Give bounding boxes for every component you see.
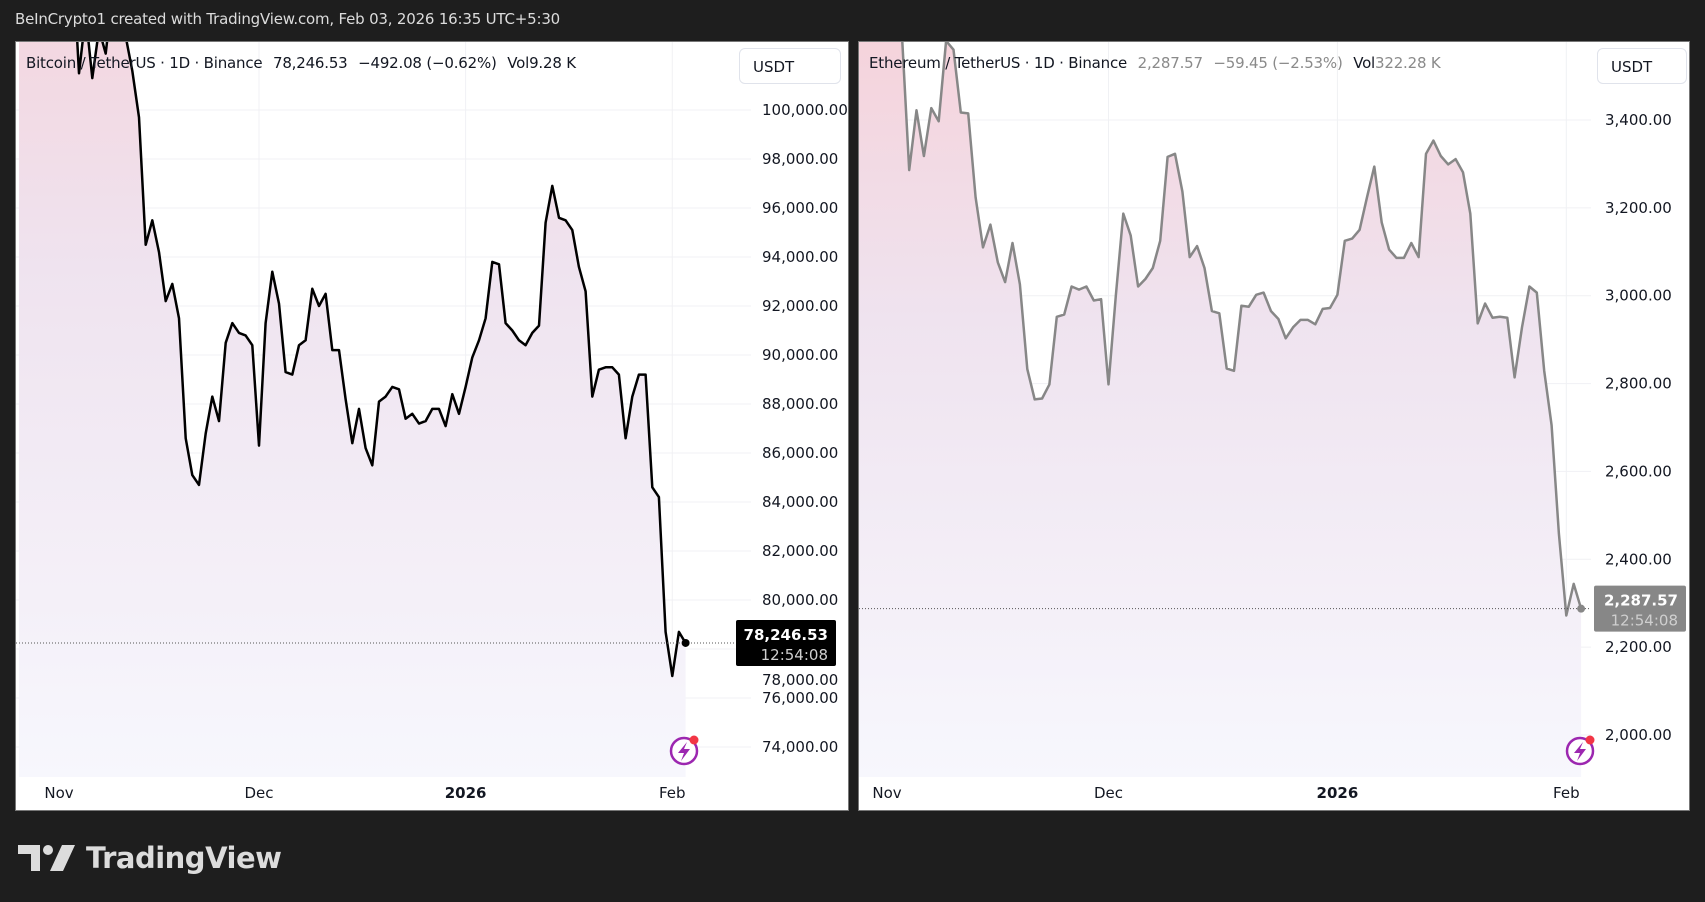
- volume-label: Vol: [1353, 54, 1376, 72]
- x-axis[interactable]: Nov Dec 2026 Feb: [872, 784, 1579, 802]
- x-tick-label: Feb: [659, 784, 686, 802]
- y-tick-label: 78,000.00: [762, 671, 838, 689]
- last-price-dot: [681, 638, 690, 647]
- y-tick-label: 92,000.00: [762, 297, 838, 315]
- chart-legend: Bitcoin / TetherUS · 1D · Binance 78,246…: [26, 54, 582, 72]
- last-price-value: 2,287.57: [1604, 592, 1678, 610]
- currency-button[interactable]: USDT: [739, 48, 841, 84]
- chart-legend: Ethereum / TetherUS · 1D · Binance 2,287…: [869, 54, 1447, 72]
- volume-value: 322.28 K: [1375, 54, 1441, 72]
- x-axis[interactable]: Nov Dec 2026 Feb: [44, 784, 685, 802]
- x-tick-label: Nov: [44, 784, 73, 802]
- tradingview-logo-icon: [18, 845, 75, 871]
- currency-button[interactable]: USDT: [1597, 48, 1687, 84]
- y-tick-label: 2,200.00: [1605, 638, 1672, 656]
- y-tick-label: 80,000.00: [762, 591, 838, 609]
- countdown: 12:54:08: [1611, 612, 1678, 630]
- volume-value: 9.28 K: [529, 54, 576, 72]
- y-tick-label: 98,000.00: [762, 150, 838, 168]
- y-tick-label: 2,600.00: [1605, 462, 1672, 480]
- y-axis[interactable]: 3,400.00 3,200.00 3,000.00 2,800.00 2,600.00…: [1605, 111, 1672, 744]
- last-price: 2,287.57: [1137, 54, 1203, 72]
- x-tick-label: Feb: [1553, 784, 1580, 802]
- last-price-label: 2,287.57 12:54:08: [1594, 585, 1686, 632]
- y-tick-label: 90,000.00: [762, 346, 838, 364]
- chart-svg[interactable]: 100,000.00 98,000.00 96,000.00 94,000.00 92,…: [16, 42, 849, 811]
- price-change: −59.45 (−2.53%): [1213, 54, 1343, 72]
- chart-svg[interactable]: 3,400.00 3,200.00 3,000.00 2,800.00 2,600.00…: [859, 42, 1690, 811]
- price-line: [901, 42, 1583, 617]
- y-tick-label: 2,000.00: [1605, 726, 1672, 744]
- x-tick-label: Dec: [244, 784, 273, 802]
- y-tick-label: 86,000.00: [762, 444, 838, 462]
- y-tick-label: 2,800.00: [1605, 375, 1672, 393]
- x-tick-label: Dec: [1094, 784, 1123, 802]
- tradingview-logo: TradingView: [18, 841, 282, 875]
- y-tick-label: 84,000.00: [762, 493, 838, 511]
- y-tick-label: 82,000.00: [762, 542, 838, 560]
- y-tick-label: 2,400.00: [1605, 550, 1672, 568]
- symbol-label[interactable]: Bitcoin / TetherUS · 1D · Binance: [26, 54, 263, 72]
- x-tick-label: 2026: [1317, 784, 1359, 802]
- symbol-label[interactable]: Ethereum / TetherUS · 1D · Binance: [869, 54, 1128, 72]
- price-change: −492.08 (−0.62%): [358, 54, 497, 72]
- x-tick-label: Nov: [872, 784, 901, 802]
- last-price-value: 78,246.53: [744, 626, 828, 644]
- last-price-label: 78,246.53 12:54:08: [736, 619, 836, 666]
- y-tick-label: 96,000.00: [762, 199, 838, 217]
- y-axis[interactable]: 100,000.00 98,000.00 96,000.00 94,000.00 92,…: [762, 101, 848, 756]
- y-tick-label: 3,400.00: [1605, 111, 1672, 129]
- countdown: 12:54:08: [761, 646, 828, 664]
- volume-label: Vol: [507, 54, 530, 72]
- lightning-alert-icon[interactable]: [669, 735, 699, 766]
- x-tick-label: 2026: [445, 784, 487, 802]
- price-line: [76, 42, 687, 678]
- y-tick-label: 3,000.00: [1605, 287, 1672, 305]
- y-tick-label: 76,000.00: [762, 689, 838, 707]
- last-price: 78,246.53: [272, 54, 348, 72]
- header-attribution: BeInCrypto1 created with TradingView.com…: [15, 10, 561, 28]
- y-tick-label: 88,000.00: [762, 395, 838, 413]
- lightning-alert-icon[interactable]: [1565, 735, 1595, 766]
- bitcoin-chart-panel[interactable]: 100,000.00 98,000.00 96,000.00 94,000.00 92,…: [15, 41, 849, 811]
- y-tick-label: 3,200.00: [1605, 199, 1672, 217]
- area-fill: [859, 42, 1582, 777]
- last-price-dot: [1577, 604, 1586, 613]
- ethereum-chart-panel[interactable]: 3,400.00 3,200.00 3,000.00 2,800.00 2,600.00…: [858, 41, 1690, 811]
- y-tick-label: 94,000.00: [762, 248, 838, 266]
- y-tick-label: 100,000.00: [762, 101, 848, 119]
- y-tick-label: 74,000.00: [762, 738, 838, 756]
- tradingview-wordmark: TradingView: [86, 841, 282, 875]
- area-fill: [19, 42, 686, 777]
